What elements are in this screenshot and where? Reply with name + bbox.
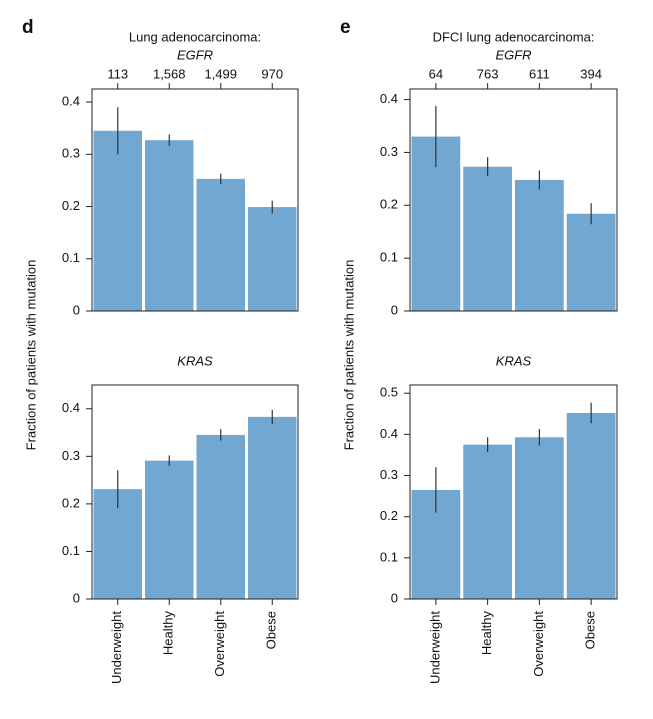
- x-tick-label: Healthy: [161, 611, 176, 656]
- x-tick-label: Underweight: [109, 611, 124, 684]
- top-label: 1,568: [153, 66, 186, 81]
- bar: [566, 412, 616, 599]
- y-tick-label: 0.1: [62, 250, 80, 265]
- y-tick-label: 0.4: [62, 93, 80, 108]
- y-tick-label: 0.2: [380, 508, 398, 523]
- top-label: 1,499: [204, 66, 237, 81]
- bar: [145, 460, 194, 599]
- panel-letter: d: [22, 17, 34, 38]
- y-tick-label: 0.4: [380, 91, 398, 106]
- y-axis-label: Fraction of patients with mutation: [23, 260, 38, 451]
- x-tick-label: Obese: [264, 611, 279, 649]
- top-label: 970: [261, 66, 283, 81]
- top-label: 113: [107, 66, 128, 81]
- chart-title: KRAS: [177, 353, 213, 368]
- chart-subtitle: EGFR: [495, 47, 531, 62]
- bar: [463, 444, 512, 599]
- bar: [463, 166, 512, 311]
- y-tick-label: 0.3: [380, 144, 398, 159]
- bar: [93, 130, 142, 311]
- y-tick-label: 0: [73, 590, 80, 605]
- plot-frame: [409, 88, 618, 312]
- plot-frame: [91, 384, 299, 600]
- y-tick-label: 0.2: [62, 198, 80, 213]
- chart-title: KRAS: [496, 353, 532, 368]
- bar: [196, 434, 245, 599]
- top-label: 64: [429, 66, 443, 81]
- bar: [196, 178, 245, 311]
- y-tick-label: 0.2: [62, 495, 80, 510]
- chart-subtitle: EGFR: [177, 47, 213, 62]
- panel-letter: e: [340, 17, 351, 38]
- top-label: 611: [529, 66, 550, 81]
- bar: [566, 213, 616, 311]
- y-tick-label: 0.4: [62, 400, 80, 415]
- plot-frame: [409, 384, 618, 600]
- y-axis-label: Fraction of patients with mutation: [341, 260, 356, 451]
- top-label: 763: [477, 66, 499, 81]
- y-tick-label: 0.4: [380, 426, 398, 441]
- x-tick-label: Overweight: [212, 611, 227, 677]
- y-tick-label: 0.3: [62, 448, 80, 463]
- x-tick-label: Overweight: [531, 611, 546, 677]
- bar: [248, 207, 297, 311]
- y-tick-label: 0.1: [380, 549, 398, 564]
- chart-title: Lung adenocarcinoma:: [129, 29, 261, 44]
- y-tick-label: 0.1: [380, 250, 398, 265]
- x-tick-label: Underweight: [427, 611, 442, 684]
- y-tick-label: 0: [73, 302, 80, 317]
- y-tick-label: 0: [391, 590, 398, 605]
- y-tick-label: 0.3: [62, 146, 80, 161]
- bar: [515, 179, 564, 311]
- y-tick-label: 0: [391, 302, 398, 317]
- y-tick-label: 0.2: [380, 197, 398, 212]
- x-tick-label: Obese: [583, 611, 598, 649]
- x-tick-label: Healthy: [479, 611, 494, 656]
- bar: [248, 416, 297, 599]
- chart-title: DFCI lung adenocarcinoma:: [433, 29, 595, 44]
- y-tick-label: 0.1: [62, 543, 80, 558]
- y-tick-label: 0.3: [380, 467, 398, 482]
- y-tick-label: 0.5: [380, 385, 398, 400]
- top-label: 394: [580, 66, 602, 81]
- bar: [515, 437, 564, 599]
- plot-frame: [91, 88, 299, 312]
- bar: [145, 140, 194, 311]
